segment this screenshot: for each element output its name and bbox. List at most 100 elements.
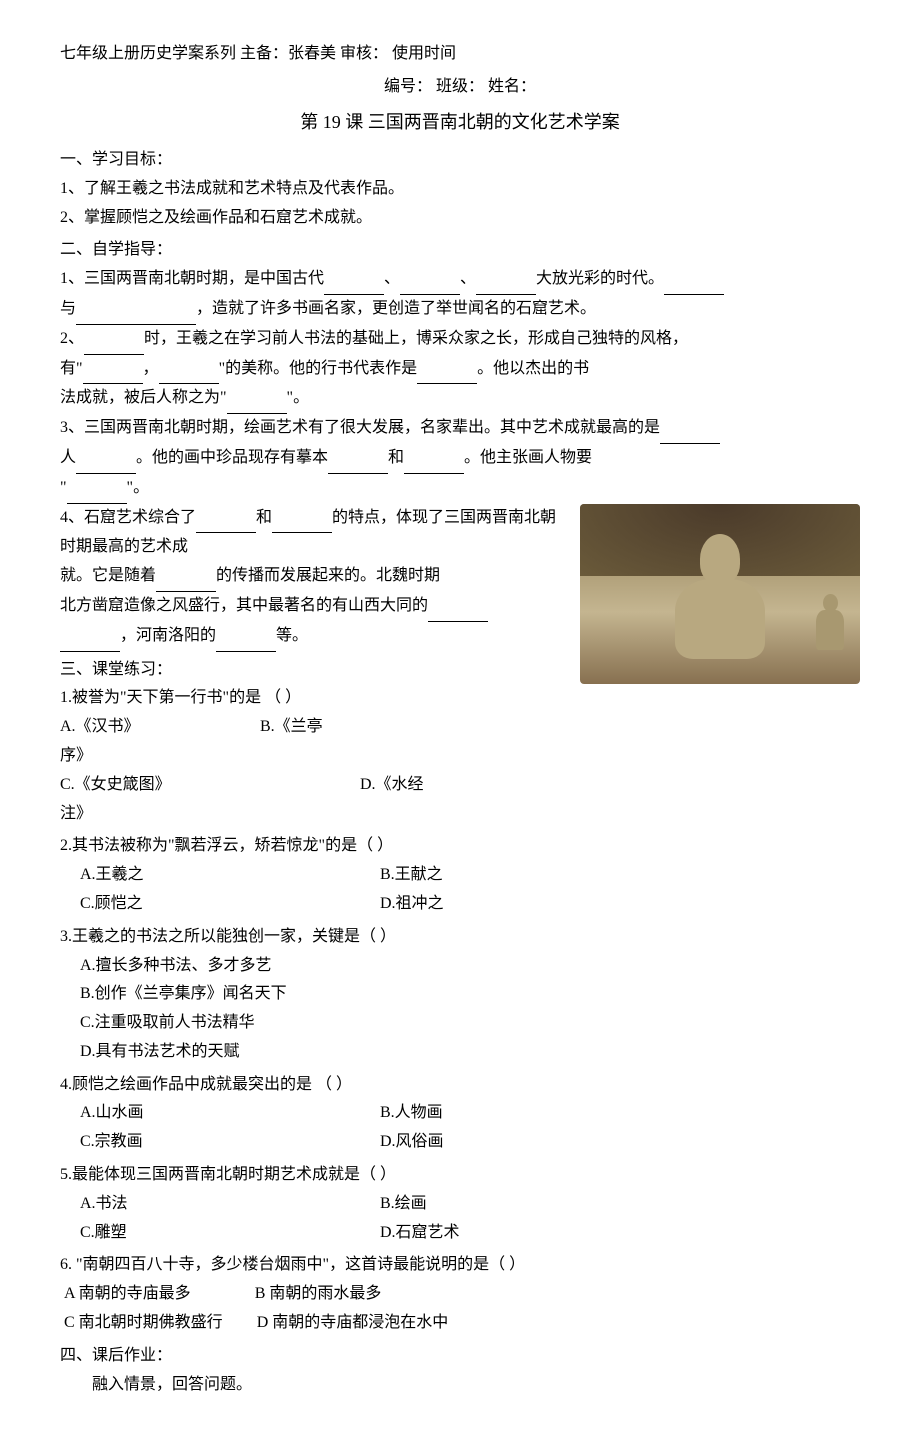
mcq-1-opt-a[interactable]: A.《汉书》 (60, 713, 240, 742)
blank-4e[interactable] (60, 622, 120, 652)
section1-heading: 一、学习目标： (60, 146, 860, 175)
blank-1a[interactable] (324, 265, 384, 295)
q1-text-b: 大放光彩的时代。 (536, 270, 664, 287)
mcq-2-opt-a[interactable]: A.王羲之 (80, 861, 360, 890)
blank-4b[interactable] (272, 504, 332, 534)
blank-1d[interactable] (664, 265, 724, 295)
q4-text-d: 就。它是随着 (60, 567, 156, 584)
blank-3a[interactable] (660, 414, 720, 444)
mcq-6: 6. "南朝四百八十寺，多少楼台烟雨中"，这首诗最能说明的是（ ） A 南朝的寺… (60, 1251, 860, 1337)
q4-text-b: 和 (256, 509, 272, 526)
blank-2d[interactable] (417, 355, 477, 385)
mcq-3-opt-a[interactable]: A.擅长多种书法、多才多艺 (80, 952, 860, 981)
blank-3e[interactable] (67, 474, 127, 504)
blank-4d[interactable] (428, 592, 488, 622)
blank-1c[interactable] (476, 265, 536, 295)
q4-text-a: 4、石窟艺术综合了 (60, 509, 196, 526)
q4-text-h: 等。 (276, 627, 308, 644)
q2-text-f: 。他以杰出的书 (477, 360, 589, 377)
blank-3c[interactable] (328, 444, 388, 474)
q1-text-d: ，造就了许多书画名家，更创造了举世闻名的石窟艺术。 (196, 300, 596, 317)
section-practice: 三、课堂练习： 1.被誉为"天下第一行书"的是 （ ） A.《汉书》 B.《兰亭… (60, 656, 860, 1338)
mcq-1-opt-d-part1[interactable]: D.《水经 (360, 771, 540, 800)
mcq-2: 2.其书法被称为"飘若浮云，矫若惊龙"的是（ ） A.王羲之 B.王献之 C.顾… (60, 832, 860, 918)
mcq-1: 1.被誉为"天下第一行书"的是 （ ） A.《汉书》 B.《兰亭 序》 C.《女… (60, 684, 860, 828)
q2-text-d: ， (143, 360, 159, 377)
q2-text-c: 有" (60, 360, 83, 377)
mcq-6-stem: 6. "南朝四百八十寺，多少楼台烟雨中"，这首诗最能说明的是（ ） (60, 1251, 860, 1280)
blank-question-1: 1、三国两晋南北朝时期，是中国古代 、 、 大放光彩的时代。 与 ，造就了许多书… (60, 265, 860, 325)
mcq-4-opt-b[interactable]: B.人物画 (380, 1099, 560, 1128)
section2-heading: 二、自学指导： (60, 236, 860, 265)
q3-text-d: 和 (388, 449, 404, 466)
blank-4c[interactable] (156, 562, 216, 592)
q3-text-c: 。他的画中珍品现存有摹本 (136, 449, 328, 466)
mcq-5-stem: 5.最能体现三国两晋南北朝时期艺术成就是（ ） (60, 1161, 860, 1190)
mcq-1-opt-c[interactable]: C.《女史箴图》 (60, 771, 340, 800)
section-self-study: 二、自学指导： 1、三国两晋南北朝时期，是中国古代 、 、 大放光彩的时代。 与… (60, 236, 860, 651)
header-info: 编号： 班级： 姓名： (60, 73, 860, 102)
grotto-image (580, 504, 860, 684)
blank-question-2: 2、 时，王羲之在学习前人书法的基础上，博采众家之长，形成自己独特的风格， 有"… (60, 325, 860, 414)
q1-text-c: 与 (60, 300, 76, 317)
mcq-2-opt-c[interactable]: C.顾恺之 (80, 890, 360, 919)
q4-text-g: ，河南洛阳的 (120, 627, 216, 644)
mcq-4-stem: 4.顾恺之绘画作品中成就最突出的是 （ ） (60, 1071, 860, 1100)
mcq-2-stem: 2.其书法被称为"飘若浮云，矫若惊龙"的是（ ） (60, 832, 860, 861)
blank-2e[interactable] (227, 384, 287, 414)
mcq-4-opt-d[interactable]: D.风俗画 (380, 1128, 560, 1157)
q3-text-e: 。他主张画人物要 (464, 449, 592, 466)
mcq-1-opt-b-part1[interactable]: B.《兰亭 (260, 713, 440, 742)
homework-content: 融入情景，回答问题。 (60, 1371, 860, 1400)
mcq-5: 5.最能体现三国两晋南北朝时期艺术成就是（ ） A.书法 B.绘画 C.雕塑 D… (60, 1161, 860, 1247)
header-series: 七年级上册历史学案系列 主备：张春美 审核： 使用时间 (60, 40, 860, 69)
mcq-5-opt-c[interactable]: C.雕塑 (80, 1219, 360, 1248)
blank-1b[interactable] (400, 265, 460, 295)
mcq-1-opt-b-part2: 序》 (60, 742, 860, 771)
mcq-5-opt-a[interactable]: A.书法 (80, 1190, 360, 1219)
small-buddha-icon (815, 594, 845, 654)
blank-2b[interactable] (83, 355, 143, 385)
lesson-title: 第 19 课 三国两晋南北朝的文化艺术学案 (60, 106, 860, 138)
mcq-3-stem: 3.王羲之的书法之所以能独创一家，关键是（ ） (60, 923, 860, 952)
mcq-2-opt-b[interactable]: B.王献之 (380, 861, 560, 890)
blank-4f[interactable] (216, 622, 276, 652)
mcq-1-stem: 1.被誉为"天下第一行书"的是 （ ） (60, 684, 860, 713)
mcq-3-opt-b[interactable]: B.创作《兰亭集序》闻名天下 (80, 980, 860, 1009)
q3-text-a: 3、三国两晋南北朝时期，绘画艺术有了很大发展，名家辈出。其中艺术成就最高的是 (60, 419, 660, 436)
mcq-6-opt-a[interactable]: A 南朝的寺庙最多 (64, 1285, 191, 1302)
blank-3b[interactable] (76, 444, 136, 474)
q1-sep1: 、 (384, 270, 400, 287)
mcq-6-opt-c[interactable]: C 南北朝时期佛教盛行 (64, 1314, 223, 1331)
q4-text-e: 的传播而发展起来的。北魏时期 (216, 567, 440, 584)
section4-heading: 四、课后作业： (60, 1342, 860, 1371)
q2-text-g: 法成就，被后人称之为" (60, 389, 227, 406)
q4-text-f: 北方凿窟造像之风盛行，其中最著名的有山西大同的 (60, 597, 428, 614)
blank-2a[interactable] (84, 325, 144, 355)
q2-text-h: "。 (287, 389, 310, 406)
mcq-6-opt-b[interactable]: B 南朝的雨水最多 (255, 1285, 382, 1302)
mcq-3-opt-d[interactable]: D.具有书法艺术的天赋 (80, 1038, 860, 1067)
q2-text-e: "的美称。他的行书代表作是 (219, 360, 418, 377)
mcq-1-opt-d-part2: 注》 (60, 800, 860, 829)
mcq-5-opt-b[interactable]: B.绘画 (380, 1190, 560, 1219)
mcq-4-opt-c[interactable]: C.宗教画 (80, 1128, 360, 1157)
blank-4a[interactable] (196, 504, 256, 534)
q2-text-b: 时，王羲之在学习前人书法的基础上，博采众家之长，形成自己独特的风格， (144, 330, 688, 347)
mcq-3: 3.王羲之的书法之所以能独创一家，关键是（ ） A.擅长多种书法、多才多艺 B.… (60, 923, 860, 1067)
q2-text-a: 2、 (60, 330, 84, 347)
mcq-6-opt-d[interactable]: D 南朝的寺庙都浸泡在水中 (257, 1314, 449, 1331)
mcq-4-opt-a[interactable]: A.山水画 (80, 1099, 360, 1128)
blank-question-3: 3、三国两晋南北朝时期，绘画艺术有了很大发展，名家辈出。其中艺术成就最高的是 人… (60, 414, 860, 503)
q3-text-g: "。 (127, 479, 150, 496)
blank-2c[interactable] (159, 355, 219, 385)
mcq-3-opt-c[interactable]: C.注重吸取前人书法精华 (80, 1009, 860, 1038)
blank-3d[interactable] (404, 444, 464, 474)
objective-2: 2、掌握顾恺之及绘画作品和石窟艺术成就。 (60, 204, 860, 233)
blank-1e[interactable] (76, 295, 196, 325)
section-objectives: 一、学习目标： 1、了解王羲之书法成就和艺术特点及代表作品。 2、掌握顾恺之及绘… (60, 146, 860, 232)
q3-text-b: 人 (60, 449, 76, 466)
mcq-5-opt-d[interactable]: D.石窟艺术 (380, 1219, 560, 1248)
mcq-2-opt-d[interactable]: D.祖冲之 (380, 890, 560, 919)
mcq-4: 4.顾恺之绘画作品中成就最突出的是 （ ） A.山水画 B.人物画 C.宗教画 … (60, 1071, 860, 1157)
